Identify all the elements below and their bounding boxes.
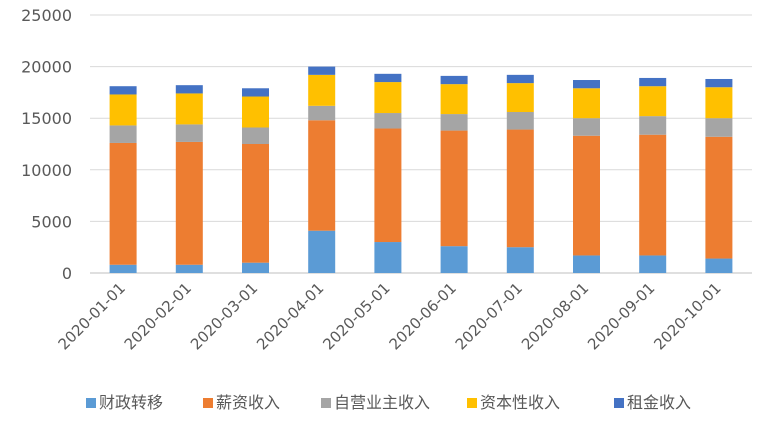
x-tick-label: 2020-08-01 [518, 279, 592, 353]
bar-segment-5 [109, 86, 137, 95]
bar-segment-1 [639, 255, 667, 273]
y-tick-label: 5000 [31, 212, 72, 231]
legend-label: 资本性收入 [480, 393, 560, 412]
bar-segment-1 [175, 264, 203, 273]
bar-segment-2 [639, 134, 667, 256]
bar-segment-2 [440, 130, 468, 247]
bar-segment-3 [242, 127, 269, 144]
x-tick-label: 2020-06-01 [386, 279, 460, 353]
x-tick-label: 2020-10-01 [650, 279, 724, 353]
legend-swatch [203, 398, 213, 408]
legend-swatch [321, 398, 331, 408]
x-tick-label: 2020-04-01 [253, 279, 327, 353]
bar-segment-5 [573, 80, 600, 89]
x-tick-label: 2020-05-01 [319, 279, 393, 353]
bar-segment-5 [440, 75, 468, 85]
x-tick-label: 2020-09-01 [584, 279, 658, 353]
bar-segment-1 [440, 246, 468, 273]
x-tick-label: 2020-02-01 [121, 279, 195, 353]
bar-segment-5 [374, 73, 402, 83]
x-tick-label: 2020-07-01 [452, 279, 526, 353]
bar-segment-4 [374, 82, 402, 114]
bar-segment-1 [109, 264, 137, 273]
legend-swatch [86, 398, 96, 408]
bar-segment-1 [374, 242, 402, 273]
bar-segment-5 [705, 78, 733, 88]
bar-segment-3 [374, 113, 402, 129]
bar-segment-3 [175, 124, 203, 142]
bar-segment-1 [573, 255, 600, 273]
bar-segment-2 [308, 120, 336, 231]
bar-segment-4 [705, 87, 733, 119]
bar-segment-2 [506, 129, 534, 248]
bar-segment-2 [705, 136, 733, 259]
bar-segment-2 [374, 128, 402, 243]
bar-segment-4 [506, 83, 534, 113]
bar-segment-5 [639, 77, 667, 87]
bar-segment-4 [109, 94, 137, 126]
bar-segment-5 [506, 74, 534, 84]
bar-segment-4 [242, 96, 269, 128]
bar-segment-2 [175, 141, 203, 265]
bar-segment-4 [175, 93, 203, 125]
legend-swatch [467, 398, 477, 408]
bar-segment-2 [109, 142, 137, 265]
bar-segment-3 [705, 118, 733, 137]
bar-segment-1 [506, 247, 534, 273]
bar-segment-5 [308, 66, 336, 75]
y-tick-label: 25000 [21, 6, 72, 25]
y-tick-label: 0 [62, 264, 72, 283]
legend-label: 财政转移 [99, 393, 163, 412]
bar-segment-2 [573, 135, 600, 256]
bar-segment-3 [506, 112, 534, 130]
bar-segment-2 [242, 144, 269, 263]
legend-label: 租金收入 [627, 393, 691, 412]
y-tick-label: 20000 [21, 58, 72, 77]
bar-segment-4 [308, 74, 336, 106]
legend-swatch [614, 398, 624, 408]
bar-segment-3 [308, 105, 336, 121]
bar-segment-4 [440, 84, 468, 115]
bar-segment-3 [109, 125, 137, 143]
bar-segment-5 [175, 85, 203, 94]
legend-label: 薪资收入 [216, 393, 280, 412]
bar-segment-3 [573, 118, 600, 136]
bar-segment-1 [242, 262, 269, 273]
legend-label: 自营业主收入 [334, 393, 430, 412]
y-tick-label: 15000 [21, 109, 72, 128]
bar-segment-4 [573, 88, 600, 119]
bar-segment-3 [440, 114, 468, 131]
bar-segment-3 [639, 116, 667, 135]
bar-segment-5 [242, 88, 269, 97]
x-tick-label: 2020-01-01 [55, 279, 129, 353]
x-tick-label: 2020-03-01 [187, 279, 261, 353]
y-tick-label: 10000 [21, 161, 72, 180]
bar-segment-1 [705, 258, 733, 273]
bar-segment-1 [308, 230, 336, 273]
bar-segment-4 [639, 86, 667, 117]
